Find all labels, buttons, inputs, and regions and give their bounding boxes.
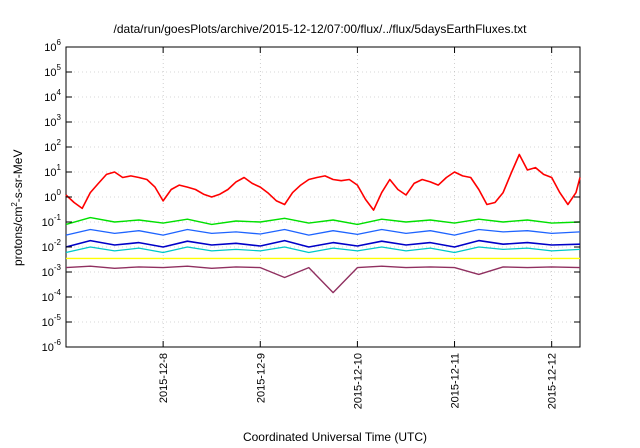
y-axis-ticks: 10-6 10-5 10-4 10-3 10-2 10-1 100 101 102 103 104 1… bbox=[42, 38, 580, 354]
grid bbox=[66, 47, 580, 347]
x-tick-label: 2015-12-11 bbox=[450, 353, 462, 408]
x-tick-label: 2015-12-10 bbox=[352, 353, 364, 409]
x-axis-ticks: 2015-12-8 2015-12-9 2015-12-10 2015-12-11 20… bbox=[158, 47, 559, 409]
chart-title: /data/run/goesPlots/archive/2015-12-12/0… bbox=[113, 22, 527, 36]
y-tick-label: 10-6 bbox=[42, 338, 62, 354]
y-tick-label: 106 bbox=[44, 38, 61, 54]
series-line-2 bbox=[65, 216, 581, 226]
y-tick-label: 104 bbox=[44, 88, 61, 104]
x-tick-label: 2015-12-8 bbox=[158, 353, 170, 403]
y-tick-label: 105 bbox=[44, 63, 61, 79]
y-tick-label: 103 bbox=[44, 113, 61, 129]
y-axis-label: protons/cm2-s-sr-MeV bbox=[10, 149, 25, 266]
series-line-4 bbox=[65, 228, 581, 236]
series-group bbox=[65, 153, 581, 294]
y-tick-label: 10-4 bbox=[42, 288, 62, 304]
y-tick-label: 10-2 bbox=[42, 238, 62, 254]
series-line-5 bbox=[65, 239, 581, 248]
series-line-3 bbox=[65, 246, 581, 254]
y-tick-label: 10-3 bbox=[42, 263, 62, 279]
x-tick-label: 2015-12-12 bbox=[547, 353, 559, 409]
y-tick-label: 100 bbox=[44, 188, 61, 204]
x-axis-label: Coordinated Universal Time (UTC) bbox=[242, 430, 428, 444]
y-tick-label: 101 bbox=[44, 163, 61, 179]
series-line-1 bbox=[65, 153, 581, 211]
y-tick-label: 10-1 bbox=[42, 213, 62, 229]
y-tick-label: 10-5 bbox=[42, 313, 62, 329]
x-tick-label: 2015-12-9 bbox=[255, 353, 267, 403]
series-line-7 bbox=[65, 265, 581, 294]
y-tick-label: 102 bbox=[44, 138, 61, 154]
